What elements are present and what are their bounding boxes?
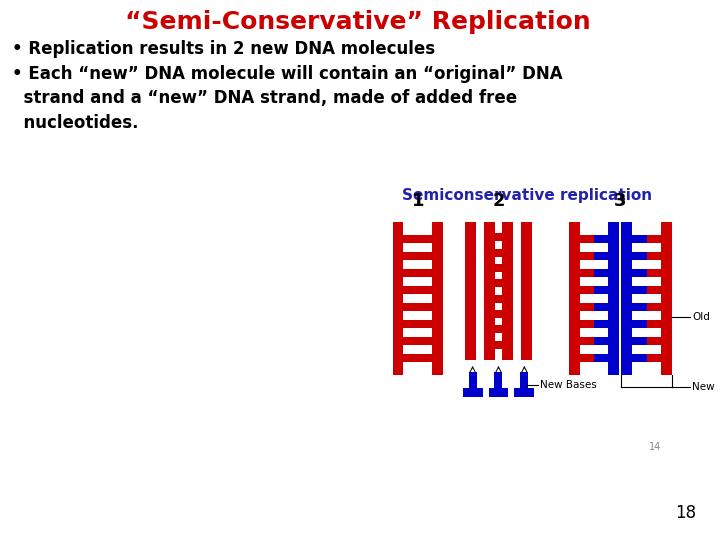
Bar [465, 222, 476, 360]
Bar [647, 252, 661, 260]
Text: Semiconservative replication: Semiconservative replication [402, 188, 652, 203]
Bar [632, 354, 647, 362]
Bar [594, 252, 608, 260]
Bar [632, 269, 647, 277]
Bar [403, 320, 418, 328]
Text: New Bases: New Bases [540, 380, 597, 389]
Bar [403, 252, 418, 260]
Bar [632, 337, 647, 345]
Bar [418, 252, 432, 260]
Bar [580, 354, 594, 362]
Bar [495, 264, 505, 272]
Bar [580, 252, 594, 260]
Bar [580, 269, 594, 277]
Bar [495, 310, 505, 318]
Bar [403, 337, 418, 345]
Bar [594, 320, 608, 328]
Bar [521, 372, 528, 388]
Bar [647, 303, 661, 311]
Text: 2: 2 [492, 192, 505, 210]
Bar [403, 235, 418, 243]
Bar [647, 269, 661, 277]
Bar [403, 286, 418, 294]
Bar [492, 264, 502, 272]
Bar [647, 286, 661, 294]
Bar [492, 310, 502, 318]
Bar [621, 222, 632, 375]
Text: • Each “new” DNA molecule will contain an “original” DNA
  strand and a “new” DN: • Each “new” DNA molecule will contain a… [12, 65, 562, 132]
Bar [492, 295, 502, 302]
Bar [632, 235, 647, 243]
Bar [521, 222, 532, 360]
Bar [632, 303, 647, 311]
Bar [647, 337, 661, 345]
Bar [418, 286, 432, 294]
Bar [392, 222, 403, 375]
Bar [632, 320, 647, 328]
Bar [492, 233, 502, 241]
Bar [495, 279, 505, 287]
Bar [594, 235, 608, 243]
Bar [632, 286, 647, 294]
Bar [418, 269, 432, 277]
Text: 1: 1 [412, 192, 424, 210]
Bar [580, 337, 594, 345]
Bar [432, 222, 444, 375]
Bar [495, 295, 505, 302]
Bar [418, 303, 432, 311]
Bar [580, 286, 594, 294]
Bar [569, 222, 580, 375]
Bar [418, 235, 432, 243]
Bar [495, 248, 505, 256]
Text: 18: 18 [675, 504, 696, 522]
Bar [594, 337, 608, 345]
Bar [492, 325, 502, 333]
Bar [418, 337, 432, 345]
Bar [580, 235, 594, 243]
Bar [488, 388, 508, 397]
Bar [495, 341, 505, 349]
Bar [495, 325, 505, 333]
Bar [492, 341, 502, 349]
Text: 3: 3 [614, 192, 626, 210]
Bar [647, 354, 661, 362]
Bar [418, 320, 432, 328]
Text: 14: 14 [649, 442, 661, 452]
Bar [580, 320, 594, 328]
Bar [580, 303, 594, 311]
Bar [514, 388, 534, 397]
Bar [647, 235, 661, 243]
Bar [403, 354, 418, 362]
Bar [661, 222, 672, 375]
Bar [492, 279, 502, 287]
Bar [403, 269, 418, 277]
Bar [594, 286, 608, 294]
Bar [632, 252, 647, 260]
Bar [403, 303, 418, 311]
Bar [495, 233, 505, 241]
Bar [495, 372, 503, 388]
Bar [469, 372, 477, 388]
Bar [502, 222, 513, 360]
Bar [492, 248, 502, 256]
Bar [418, 354, 432, 362]
Bar [608, 222, 619, 375]
Bar [594, 269, 608, 277]
Bar [463, 388, 482, 397]
Text: • Replication results in 2 new DNA molecules: • Replication results in 2 new DNA molec… [12, 40, 435, 58]
Bar [647, 320, 661, 328]
Bar [594, 303, 608, 311]
Bar [484, 222, 495, 360]
Bar [594, 354, 608, 362]
Text: New: New [692, 382, 715, 392]
Text: “Semi-Conservative” Replication: “Semi-Conservative” Replication [125, 10, 591, 34]
Text: Old: Old [692, 312, 710, 322]
